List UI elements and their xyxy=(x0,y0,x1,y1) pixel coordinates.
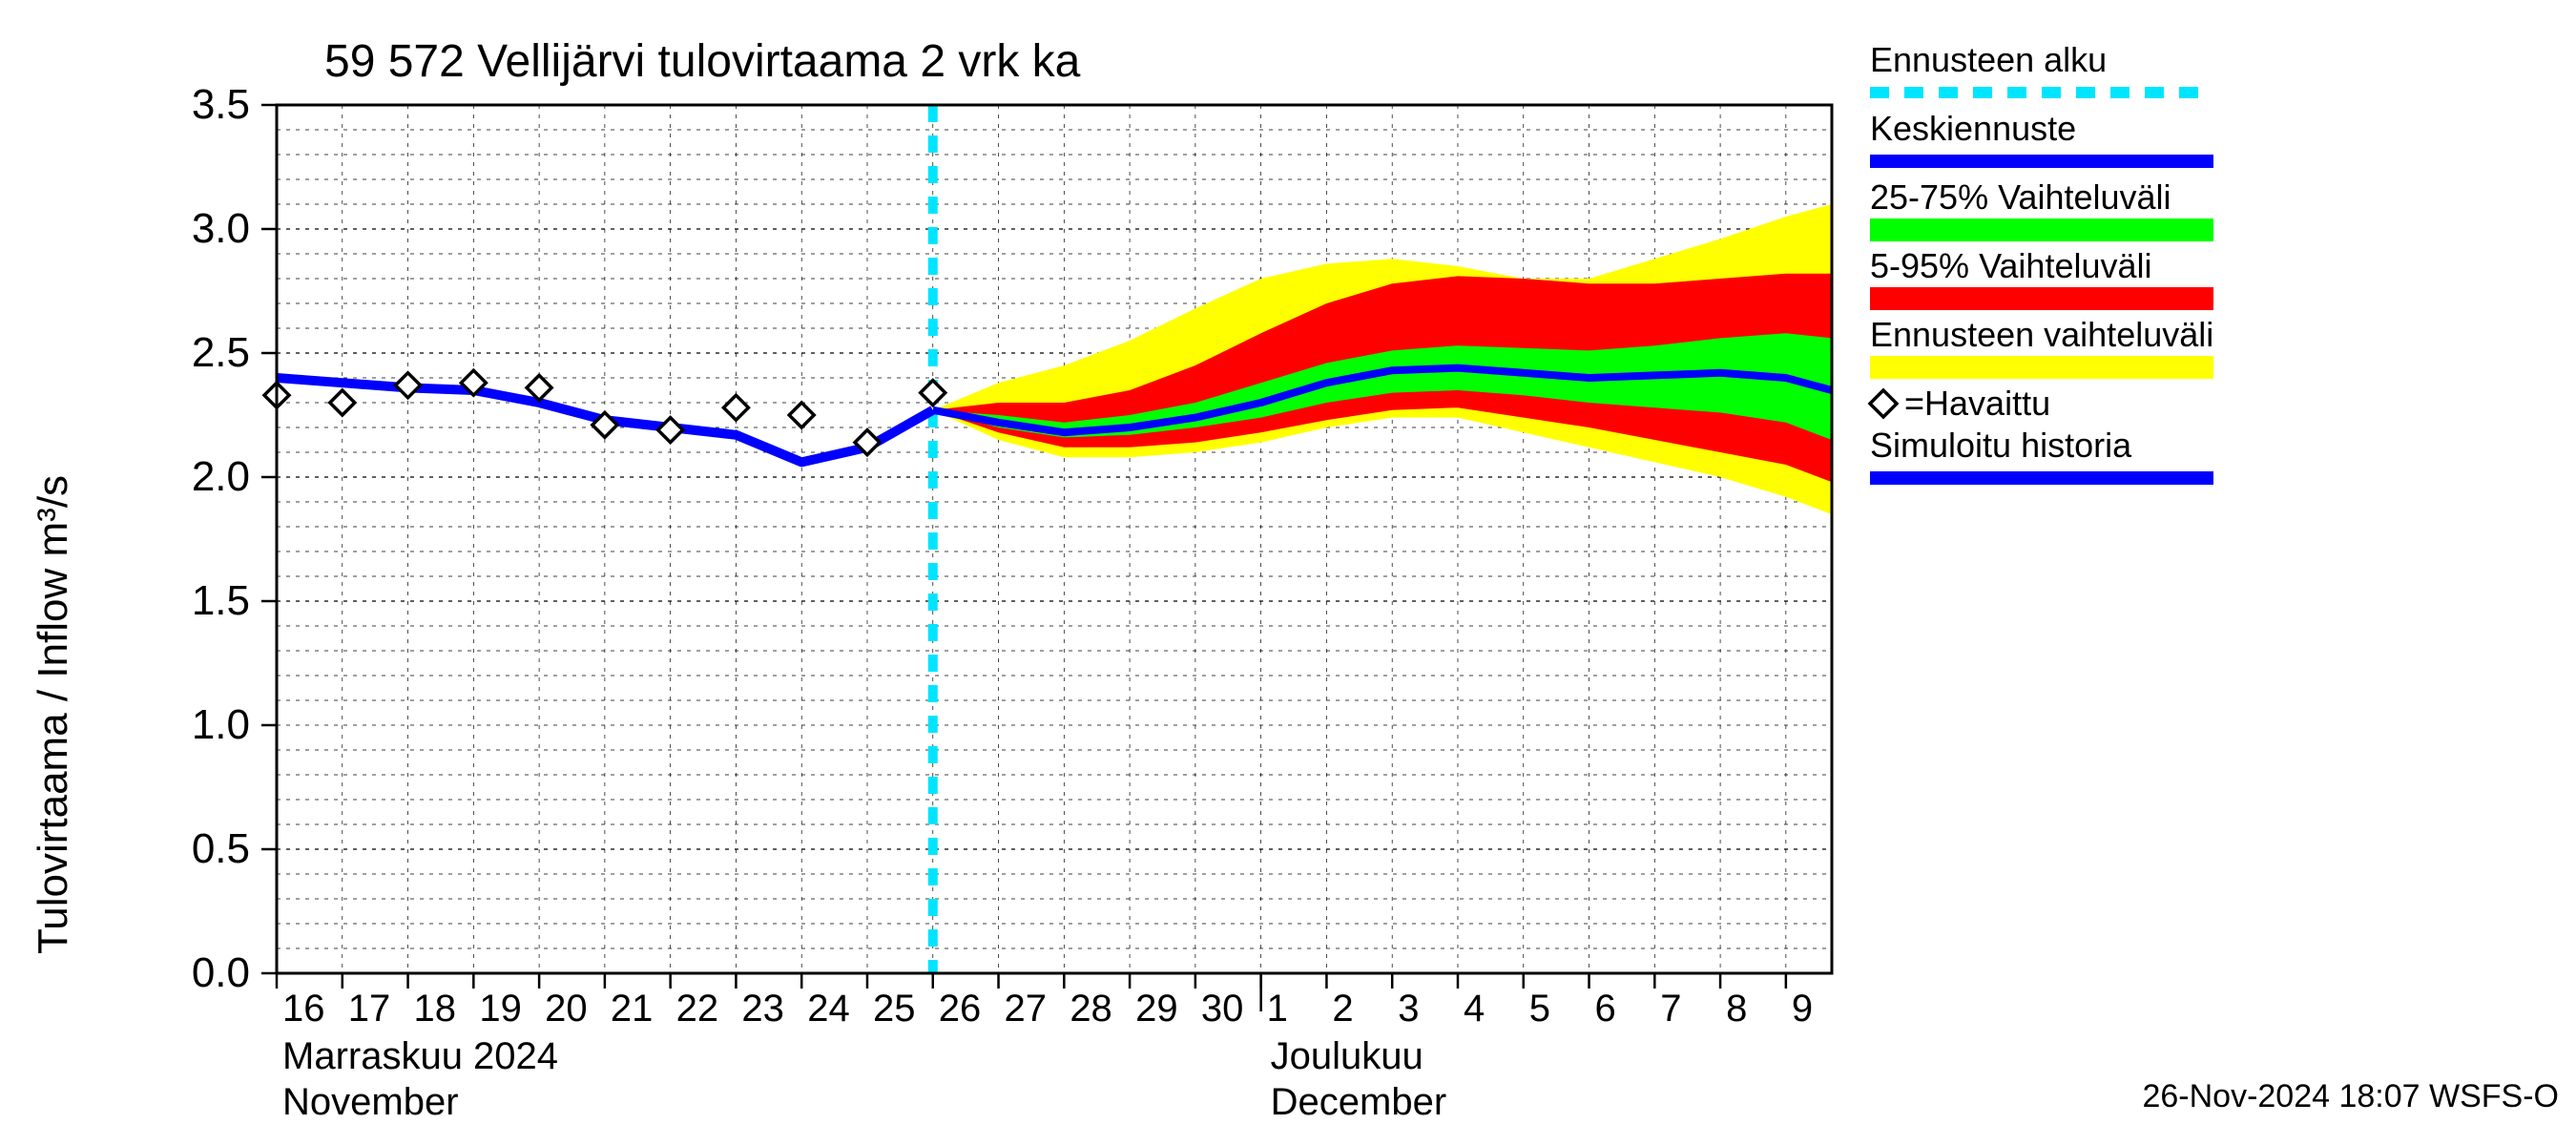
y-tick-label: 3.5 xyxy=(192,81,250,128)
y-tick-label: 0.0 xyxy=(192,949,250,996)
observed-marker xyxy=(921,381,945,406)
legend-label: Keskiennuste xyxy=(1870,109,2076,148)
month-label-nov-en: November xyxy=(282,1081,459,1123)
observed-marker xyxy=(330,390,355,415)
x-tick-label: 18 xyxy=(414,988,457,1030)
month-label-dec-fi: Joulukuu xyxy=(1271,1035,1423,1077)
month-label-nov-fi: Marraskuu 2024 xyxy=(282,1035,558,1077)
y-tick-label: 1.5 xyxy=(192,577,250,624)
x-tick-label: 27 xyxy=(1005,988,1048,1030)
x-tick-label: 6 xyxy=(1595,988,1616,1030)
x-tick-label: 9 xyxy=(1792,988,1813,1030)
legend-label: 5-95% Vaihteluväli xyxy=(1870,246,2152,285)
x-tick-label: 22 xyxy=(676,988,719,1030)
legend-label: Simuloitu historia xyxy=(1870,426,2132,465)
x-tick-label: 7 xyxy=(1660,988,1681,1030)
y-tick-label: 2.5 xyxy=(192,329,250,376)
x-tick-label: 25 xyxy=(873,988,916,1030)
x-tick-label: 19 xyxy=(479,988,522,1030)
chart-container: { "title": "59 572 Vellijärvi tulovirtaa… xyxy=(0,0,2576,1145)
chart-title: 59 572 Vellijärvi tulovirtaama 2 vrk ka xyxy=(324,36,1081,87)
x-tick-label: 3 xyxy=(1398,988,1419,1030)
y-tick-label: 2.0 xyxy=(192,453,250,500)
x-tick-label: 20 xyxy=(545,988,588,1030)
x-tick-label: 8 xyxy=(1726,988,1747,1030)
x-tick-label: 29 xyxy=(1135,988,1178,1030)
x-tick-label: 23 xyxy=(741,988,784,1030)
x-tick-label: 5 xyxy=(1529,988,1550,1030)
y-tick-label: 0.5 xyxy=(192,825,250,872)
x-tick-label: 16 xyxy=(282,988,325,1030)
plot-frame xyxy=(277,105,1832,973)
legend-label: =Havaittu xyxy=(1904,384,2050,423)
legend-swatch-band xyxy=(1870,219,2213,241)
observed-marker xyxy=(396,373,421,398)
legend-swatch-band xyxy=(1870,356,2213,379)
y-axis-title: Tulovirtaama / Inflow m³/s xyxy=(30,475,76,954)
x-tick-label: 2 xyxy=(1332,988,1353,1030)
legend-swatch-marker xyxy=(1870,390,1897,417)
legend-swatch-band xyxy=(1870,287,2213,310)
x-tick-label: 24 xyxy=(807,988,850,1030)
x-tick-label: 1 xyxy=(1267,988,1288,1030)
x-tick-label: 30 xyxy=(1201,988,1244,1030)
x-tick-label: 28 xyxy=(1070,988,1112,1030)
x-tick-label: 4 xyxy=(1464,988,1485,1030)
legend-label: Ennusteen alku xyxy=(1870,40,2107,79)
x-tick-label: 26 xyxy=(939,988,981,1030)
observed-marker xyxy=(789,403,814,427)
legend-label: Ennusteen vaihteluväli xyxy=(1870,315,2213,354)
observed-marker xyxy=(723,395,748,420)
footer-timestamp: 26-Nov-2024 18:07 WSFS-O xyxy=(2142,1078,2559,1114)
x-tick-label: 17 xyxy=(348,988,391,1030)
y-tick-label: 1.0 xyxy=(192,701,250,748)
inflow-forecast-chart: 1617181920212223242526272829301234567890… xyxy=(0,0,2576,1145)
observed-marker xyxy=(658,418,683,443)
x-tick-label: 21 xyxy=(611,988,654,1030)
legend-label: 25-75% Vaihteluväli xyxy=(1870,177,2171,217)
month-label-dec-en: December xyxy=(1271,1081,1447,1123)
y-tick-label: 3.0 xyxy=(192,205,250,252)
